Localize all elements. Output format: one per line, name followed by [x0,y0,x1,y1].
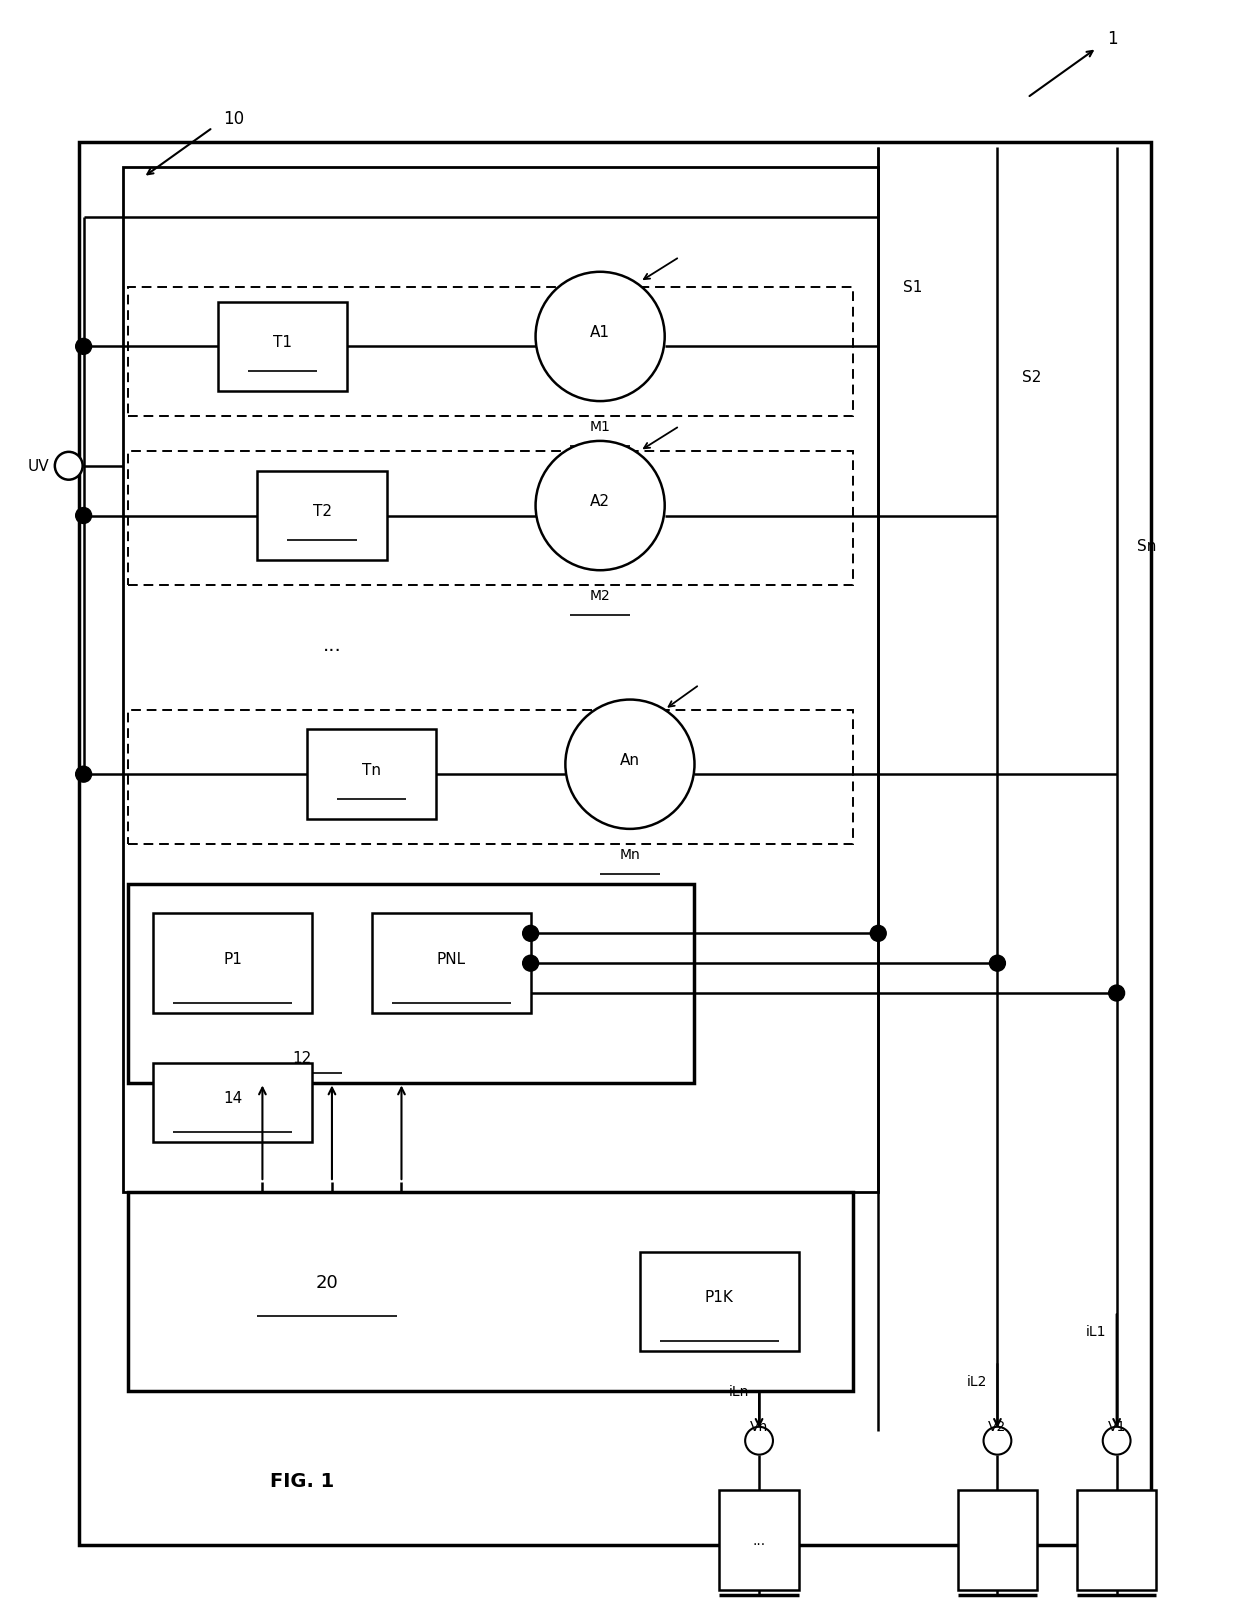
Bar [372,914,531,1014]
Bar [128,452,853,586]
Bar [128,884,694,1083]
Text: An: An [620,752,640,767]
Bar [128,710,853,844]
Text: S1: S1 [903,279,923,295]
Circle shape [522,955,538,972]
Bar [78,144,1152,1545]
Bar [154,914,312,1014]
Text: FIG. 1: FIG. 1 [270,1470,335,1490]
Bar [308,730,436,820]
Bar [957,1491,1037,1590]
Text: 12: 12 [293,1051,311,1065]
Bar [640,1252,799,1351]
Text: T2: T2 [312,504,331,518]
Circle shape [76,339,92,355]
Bar [128,287,853,416]
Text: ...: ... [753,1533,765,1548]
Bar [258,471,387,562]
Circle shape [745,1427,773,1454]
Text: P1: P1 [223,951,242,967]
Text: V1: V1 [1107,1419,1126,1433]
Circle shape [536,442,665,571]
Bar [218,302,347,392]
Text: iL1: iL1 [1086,1325,1107,1338]
Text: iLn: iLn [729,1385,749,1398]
Bar [128,1193,853,1391]
Text: 1: 1 [1107,31,1117,48]
Circle shape [1102,1427,1131,1454]
Text: A1: A1 [590,324,610,341]
Text: P1K: P1K [704,1290,734,1304]
Bar [719,1491,799,1590]
Circle shape [565,700,694,830]
Text: 14: 14 [223,1091,242,1106]
Text: ...: ... [322,636,341,655]
Text: PNL: PNL [436,951,466,967]
Circle shape [76,508,92,525]
Circle shape [55,452,83,481]
Text: M1: M1 [590,420,610,434]
Text: Vn: Vn [750,1419,769,1433]
Bar [123,168,878,1193]
Bar [1076,1491,1157,1590]
Circle shape [76,767,92,783]
Bar [154,1064,312,1143]
Text: M2: M2 [590,589,610,602]
Circle shape [522,926,538,941]
Circle shape [983,1427,1012,1454]
Text: Sn: Sn [1137,539,1156,554]
Text: 10: 10 [223,110,244,128]
Text: V2: V2 [988,1419,1007,1433]
Text: iL2: iL2 [967,1374,987,1388]
Circle shape [990,955,1006,972]
Circle shape [536,273,665,402]
Text: Tn: Tn [362,762,381,778]
Text: UV: UV [27,458,48,475]
Text: T1: T1 [273,334,291,350]
Text: A2: A2 [590,494,610,508]
Circle shape [1109,986,1125,1001]
Text: 20: 20 [316,1273,339,1291]
Text: Mn: Mn [620,847,640,862]
Circle shape [870,926,887,941]
Text: S2: S2 [1022,370,1042,384]
